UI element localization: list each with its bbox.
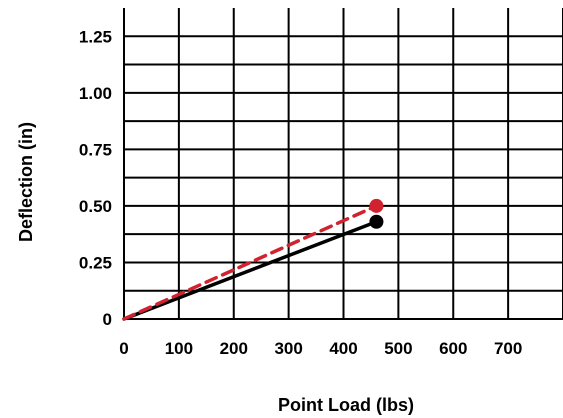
x-tick-label: 400 (329, 339, 357, 358)
y-tick-label: 0 (103, 310, 112, 329)
x-tick-label: 500 (384, 339, 412, 358)
y-tick-label: 0.25 (79, 253, 112, 272)
x-tick-label: 0 (119, 339, 128, 358)
series-end-marker (369, 198, 384, 213)
y-tick-label: 0.50 (79, 197, 112, 216)
y-axis-label: Deflection (in) (16, 122, 36, 242)
series-line (122, 219, 379, 321)
x-tick-label: 600 (439, 339, 467, 358)
y-tick-label: 0.75 (79, 140, 112, 159)
series-layer (122, 198, 384, 321)
y-tick-label: 1.00 (79, 84, 112, 103)
x-tick-label: 700 (494, 339, 522, 358)
series-end-marker (369, 214, 384, 229)
grid (123, 8, 563, 320)
x-tick-label: 200 (220, 339, 248, 358)
x-tick-label: 300 (274, 339, 302, 358)
series-line (122, 204, 379, 321)
tick-labels: 0 100 200 300 400 500 600 700 0 0.25 0.50 0.75 1.00 1… (79, 27, 522, 358)
x-tick-label: 100 (165, 339, 193, 358)
x-axis-label: Point Load (lbs) (278, 395, 414, 415)
y-tick-label: 1.25 (79, 27, 112, 46)
